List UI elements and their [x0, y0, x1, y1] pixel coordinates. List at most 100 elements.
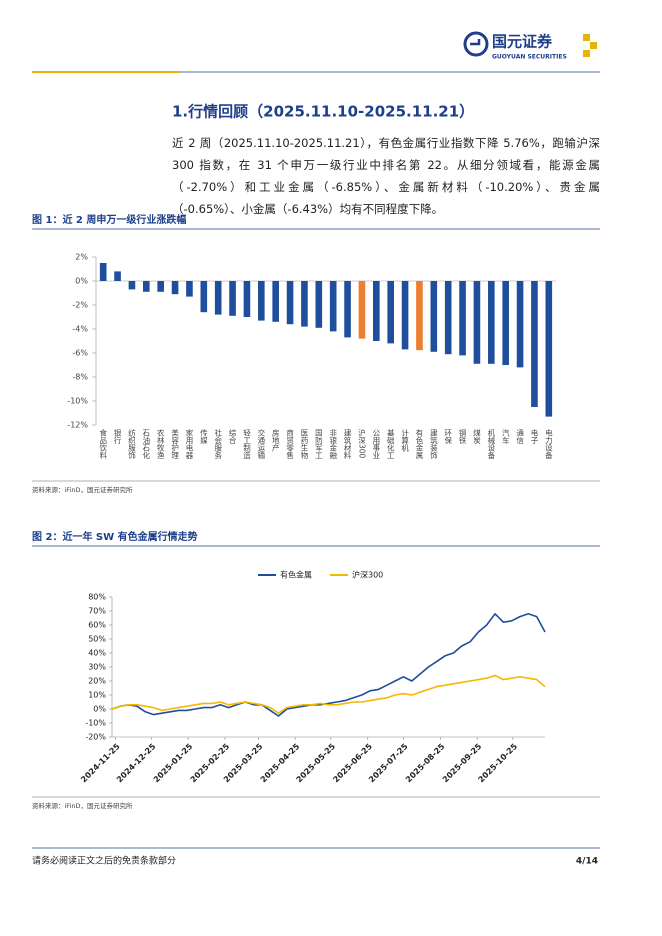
x-tick-label: 综合 — [228, 428, 237, 446]
bar — [502, 281, 509, 365]
y-tick-label: 70% — [88, 607, 106, 616]
bar — [444, 281, 452, 355]
bar — [459, 281, 466, 356]
x-tick-label: 汽车 — [501, 428, 510, 446]
bar — [315, 281, 323, 328]
y-tick-label: 80% — [88, 593, 106, 602]
bar — [128, 281, 136, 290]
logo-emblem — [463, 31, 489, 57]
y-tick-label: -2% — [72, 301, 88, 310]
bar — [286, 281, 294, 325]
bar — [186, 281, 193, 297]
logo-square — [583, 34, 590, 41]
brand-en: GUOYUAN SECURITIES — [492, 54, 567, 61]
x-tick-label: 纺织服饰 — [127, 428, 136, 461]
y-tick-label: -20% — [85, 733, 106, 742]
y-tick-label: 40% — [88, 649, 106, 658]
legend-label: 沪深300 — [352, 570, 383, 580]
bar — [473, 281, 481, 364]
bar — [114, 271, 121, 281]
x-tick-label: 农林牧渔 — [156, 428, 165, 460]
x-tick-label: 环保 — [443, 429, 452, 446]
legend-label: 有色金属 — [280, 570, 312, 580]
y-tick-label: 50% — [88, 635, 106, 644]
x-tick-label: 公用事业 — [372, 429, 381, 459]
bar — [200, 281, 208, 313]
x-tick-label: 家用电器 — [185, 428, 194, 461]
bar — [143, 281, 150, 292]
bar — [531, 281, 538, 407]
bar — [373, 281, 380, 341]
x-tick-label: 社会服务 — [213, 428, 222, 461]
figure-caption: 图 1：近 2 周申万一级行业涨跌幅 — [32, 213, 186, 226]
logo-square — [583, 50, 590, 57]
y-tick-label: -6% — [72, 349, 88, 358]
series-line — [111, 674, 546, 714]
x-tick-label: 传媒 — [199, 428, 208, 446]
bar — [171, 281, 179, 295]
x-tick-label: 美容护理 — [170, 428, 179, 460]
paragraph: 近 2 周（2025.11.10-2025.11.21），有色金属行业指数下降 … — [172, 136, 600, 216]
y-tick-label: -8% — [72, 373, 88, 382]
x-tick-label: 钢铁 — [458, 428, 467, 446]
logo-square — [590, 42, 597, 49]
bar — [516, 281, 524, 368]
figure-caption: 图 2：近一年 SW 有色金属行情走势 — [32, 530, 198, 543]
bar — [214, 281, 222, 315]
bar — [387, 281, 394, 344]
y-tick-label: 0% — [75, 277, 88, 286]
series-line — [111, 613, 546, 717]
y-tick-label: -12% — [67, 421, 88, 430]
bar — [488, 281, 495, 364]
x-tick-label: 煤炭 — [472, 428, 481, 446]
y-tick-label: 60% — [88, 621, 106, 630]
x-tick-label: 建筑材料 — [343, 428, 352, 461]
x-tick-label: 银行 — [113, 429, 122, 446]
x-tick-label: 机械设备 — [487, 428, 496, 461]
bar — [344, 281, 351, 338]
x-tick-label: 房地产 — [271, 428, 280, 453]
y-tick-label: 10% — [88, 691, 106, 700]
x-tick-label: 电力设备 — [544, 428, 553, 461]
footer-disclaimer: 请务必阅读正文之后的免责条款部分 — [32, 855, 176, 867]
bar — [272, 281, 279, 322]
x-tick-label: 石油石化 — [142, 429, 151, 461]
x-tick-label: 非银金融 — [328, 428, 337, 461]
y-tick-label: -4% — [72, 325, 88, 334]
bar — [258, 281, 265, 321]
x-tick-label: 轻工制造 — [242, 428, 251, 461]
bar — [157, 281, 164, 292]
y-tick-label: -10% — [67, 397, 88, 406]
bar — [545, 281, 553, 417]
figure-source: 资料来源：iFinD，国元证券研究所 — [32, 801, 133, 810]
x-tick-label: 食品饮料 — [98, 428, 107, 461]
y-tick-label: 0% — [93, 705, 106, 714]
x-tick-label: 医药生物 — [300, 429, 309, 461]
section-title: 1.行情回顾（2025.11.10-2025.11.21） — [172, 103, 474, 121]
bar — [99, 263, 107, 281]
bar — [401, 281, 409, 350]
x-tick-label: 有色金属 — [415, 428, 424, 461]
y-tick-label: 20% — [88, 677, 106, 686]
x-tick-label: 国防军工 — [314, 429, 323, 460]
bar — [229, 281, 236, 316]
bar — [358, 281, 366, 339]
x-tick-label: 通信 — [515, 428, 524, 446]
x-tick-label: 建筑装饰 — [429, 428, 438, 461]
y-tick-label: 2% — [75, 253, 88, 262]
logo-mark — [470, 39, 481, 46]
x-tick-label: 交通运输 — [257, 428, 266, 461]
bar — [416, 281, 423, 351]
x-tick-label: 计算机 — [400, 428, 409, 453]
x-tick-label: 电子 — [530, 428, 539, 445]
brand: 国元证券 — [492, 33, 553, 51]
page-number: 4/14 — [576, 857, 598, 867]
y-tick-label: 30% — [88, 663, 106, 672]
bar — [430, 281, 438, 352]
bar — [329, 281, 337, 332]
x-tick-label: 基础化工 — [386, 428, 395, 460]
x-tick-label: 沪深300 — [357, 428, 366, 459]
x-tick-label: 商贸零售 — [285, 428, 294, 461]
